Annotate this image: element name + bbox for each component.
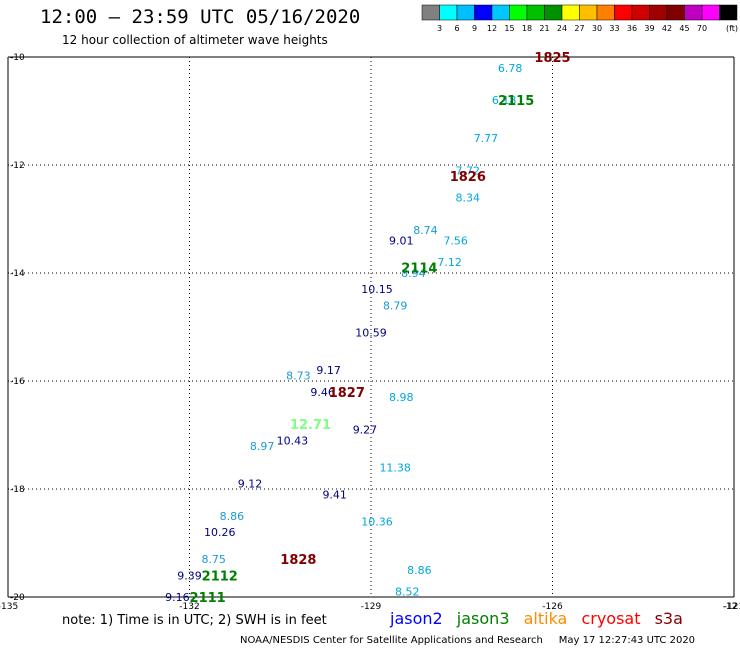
time-annotation: 12.71	[290, 418, 331, 433]
scale-swatch	[701, 4, 720, 21]
time-annotation: 2112	[202, 569, 238, 584]
scale-swatch	[719, 4, 738, 21]
scale-swatch	[614, 4, 633, 21]
data-point: 7.56	[443, 235, 468, 248]
time-annotation: 1828	[280, 553, 316, 568]
time-annotation: 1827	[329, 386, 365, 401]
data-point: 9.46	[310, 386, 335, 399]
scale-label: 33	[609, 24, 619, 33]
scale-swatch	[456, 4, 475, 21]
data-point: 8.75	[201, 553, 226, 566]
time-annotation: 2114	[401, 262, 437, 277]
time-annotation: 1825	[534, 51, 570, 66]
satellite-cryosat: cryosat	[581, 609, 641, 628]
data-point: 8.34	[456, 191, 481, 204]
data-point: 8.74	[413, 224, 438, 237]
data-point: 9.41	[322, 488, 347, 501]
x-tick-label: -12	[723, 602, 738, 612]
time-annotation: 1826	[450, 170, 486, 185]
chart-title: 12:00 – 23:59 UTC 05/16/2020	[40, 6, 361, 28]
data-point: 8.79	[383, 299, 408, 312]
time-annotation: 2115	[498, 94, 534, 109]
satellite-jason3: jason3	[456, 609, 510, 628]
data-point: 7.12	[437, 256, 462, 269]
scale-unit: (ft)	[726, 24, 738, 33]
scale-label: 24	[557, 24, 567, 33]
scale-label: 70	[697, 24, 707, 33]
scale-label: 6	[454, 24, 459, 33]
chart-subtitle: 12 hour collection of altimeter wave hei…	[62, 33, 328, 47]
y-tick-label: -20	[10, 593, 25, 603]
satellite-legend: jason2 jason3 altika cryosat s3a	[390, 609, 692, 628]
data-point: 6.78	[498, 62, 523, 75]
footer-note: note: 1) Time is in UTC; 2) SWH is in fe…	[62, 613, 327, 628]
x-tick-label: -132	[179, 602, 199, 612]
scale-swatch	[631, 4, 650, 21]
scale-label: 3	[437, 24, 442, 33]
scale-swatch	[509, 4, 528, 21]
scale-swatch	[579, 4, 598, 21]
scale-swatch	[491, 4, 510, 21]
y-tick-label: -14	[10, 269, 25, 279]
data-point: 10.15	[361, 283, 393, 296]
data-point: 8.73	[286, 370, 311, 383]
scale-label: 15	[504, 24, 514, 33]
scale-swatch	[561, 4, 580, 21]
data-point: 8.97	[250, 440, 275, 453]
footer-credit: NOAA/NESDIS Center for Satellite Applica…	[240, 635, 696, 646]
data-point: 8.98	[389, 391, 414, 404]
x-tick-label: -135	[0, 602, 18, 612]
scale-label: 21	[539, 24, 549, 33]
data-point: 9.16	[165, 591, 190, 604]
scale-swatch	[474, 4, 493, 21]
data-point: 9.27	[353, 424, 378, 437]
data-point: 9.39	[177, 569, 202, 582]
y-tick-label: -10	[10, 53, 25, 63]
scale-label: 36	[627, 24, 637, 33]
satellite-altika: altika	[523, 609, 568, 628]
data-point: 10.36	[361, 515, 393, 528]
data-point: 10.26	[204, 526, 236, 539]
scale-swatch	[421, 4, 440, 21]
scale-swatch	[439, 4, 458, 21]
y-tick-label: -12	[10, 161, 25, 171]
y-tick-label: -18	[10, 485, 25, 495]
x-tick-label: -129	[361, 602, 382, 612]
data-point: 11.38	[379, 461, 411, 474]
scale-label: 12	[487, 24, 497, 33]
scale-swatch	[666, 4, 685, 21]
satellite-jason2: jason2	[390, 609, 443, 628]
scale-label: 45	[679, 24, 689, 33]
data-point: 7.77	[474, 132, 499, 145]
data-point: 8.86	[220, 510, 245, 523]
data-point: 8.86	[407, 564, 432, 577]
y-tick-label: -16	[10, 377, 25, 387]
data-point: 9.01	[389, 235, 414, 248]
scale-label: 27	[574, 24, 584, 33]
data-point: 9.17	[316, 364, 341, 377]
scale-swatch	[649, 4, 668, 21]
scale-label: 30	[592, 24, 602, 33]
scale-label: 18	[522, 24, 532, 33]
scale-label: 39	[644, 24, 654, 33]
data-point: 8.94	[401, 267, 426, 280]
scale-swatch	[596, 4, 615, 21]
scale-swatch	[526, 4, 545, 21]
scale-label: 42	[662, 24, 672, 33]
scale-swatch	[684, 4, 703, 21]
data-point: 8.52	[395, 586, 420, 599]
data-point: 10.43	[277, 434, 309, 447]
satellite-s3a: s3a	[654, 609, 683, 628]
x-tick-label: -126	[542, 602, 563, 612]
scale-swatch	[544, 4, 563, 21]
x-tick-label: -123	[724, 602, 740, 612]
data-point: 6.18	[492, 94, 517, 107]
data-point: 7.72	[456, 164, 481, 177]
data-point: 10.59	[355, 326, 387, 339]
time-annotation: 2111	[190, 591, 226, 606]
scale-label: 9	[472, 24, 477, 33]
data-point: 9.12	[238, 478, 263, 491]
